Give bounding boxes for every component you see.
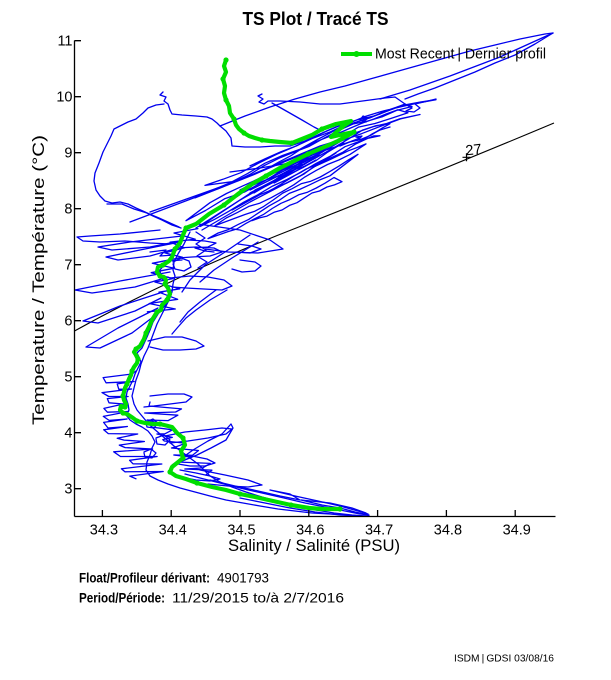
svg-text:TS Plot / Tracé TS: TS Plot / Tracé TS — [243, 9, 389, 29]
svg-text:6: 6 — [64, 314, 72, 330]
svg-text:3: 3 — [64, 482, 72, 498]
svg-text:Most Recent | Dernier profil: Most Recent | Dernier profil — [375, 47, 546, 63]
svg-text:34.9: 34.9 — [503, 523, 531, 539]
svg-text:11/29/2015 to/à 2/7/2016: 11/29/2015 to/à 2/7/2016 — [172, 590, 344, 606]
svg-text:Period/Période:: Period/Période: — [79, 590, 165, 606]
svg-text:34.7: 34.7 — [365, 523, 393, 539]
svg-text:34.8: 34.8 — [434, 523, 462, 539]
svg-text:Salinity / Salinité (PSU): Salinity / Salinité (PSU) — [228, 537, 400, 555]
svg-text:34.3: 34.3 — [90, 523, 118, 539]
svg-text:9: 9 — [64, 146, 72, 162]
svg-text:34.4: 34.4 — [159, 523, 187, 539]
svg-text:ISDM | GDSI 03/08/16: ISDM | GDSI 03/08/16 — [454, 653, 554, 665]
svg-text:5: 5 — [64, 370, 72, 386]
svg-text:4901793: 4901793 — [217, 570, 269, 586]
svg-text:34.6: 34.6 — [296, 523, 324, 539]
svg-text:27: 27 — [465, 142, 483, 160]
svg-text:7: 7 — [64, 258, 72, 274]
svg-text:4: 4 — [64, 426, 72, 442]
svg-text:34.5: 34.5 — [227, 523, 255, 539]
svg-text:11: 11 — [57, 34, 72, 50]
svg-text:Float/Profileur dérivant:: Float/Profileur dérivant: — [79, 570, 210, 586]
svg-text:Temperature / Température (°C): Temperature / Température (°C) — [30, 135, 48, 425]
svg-text:8: 8 — [64, 202, 72, 218]
svg-text:10: 10 — [56, 90, 72, 106]
